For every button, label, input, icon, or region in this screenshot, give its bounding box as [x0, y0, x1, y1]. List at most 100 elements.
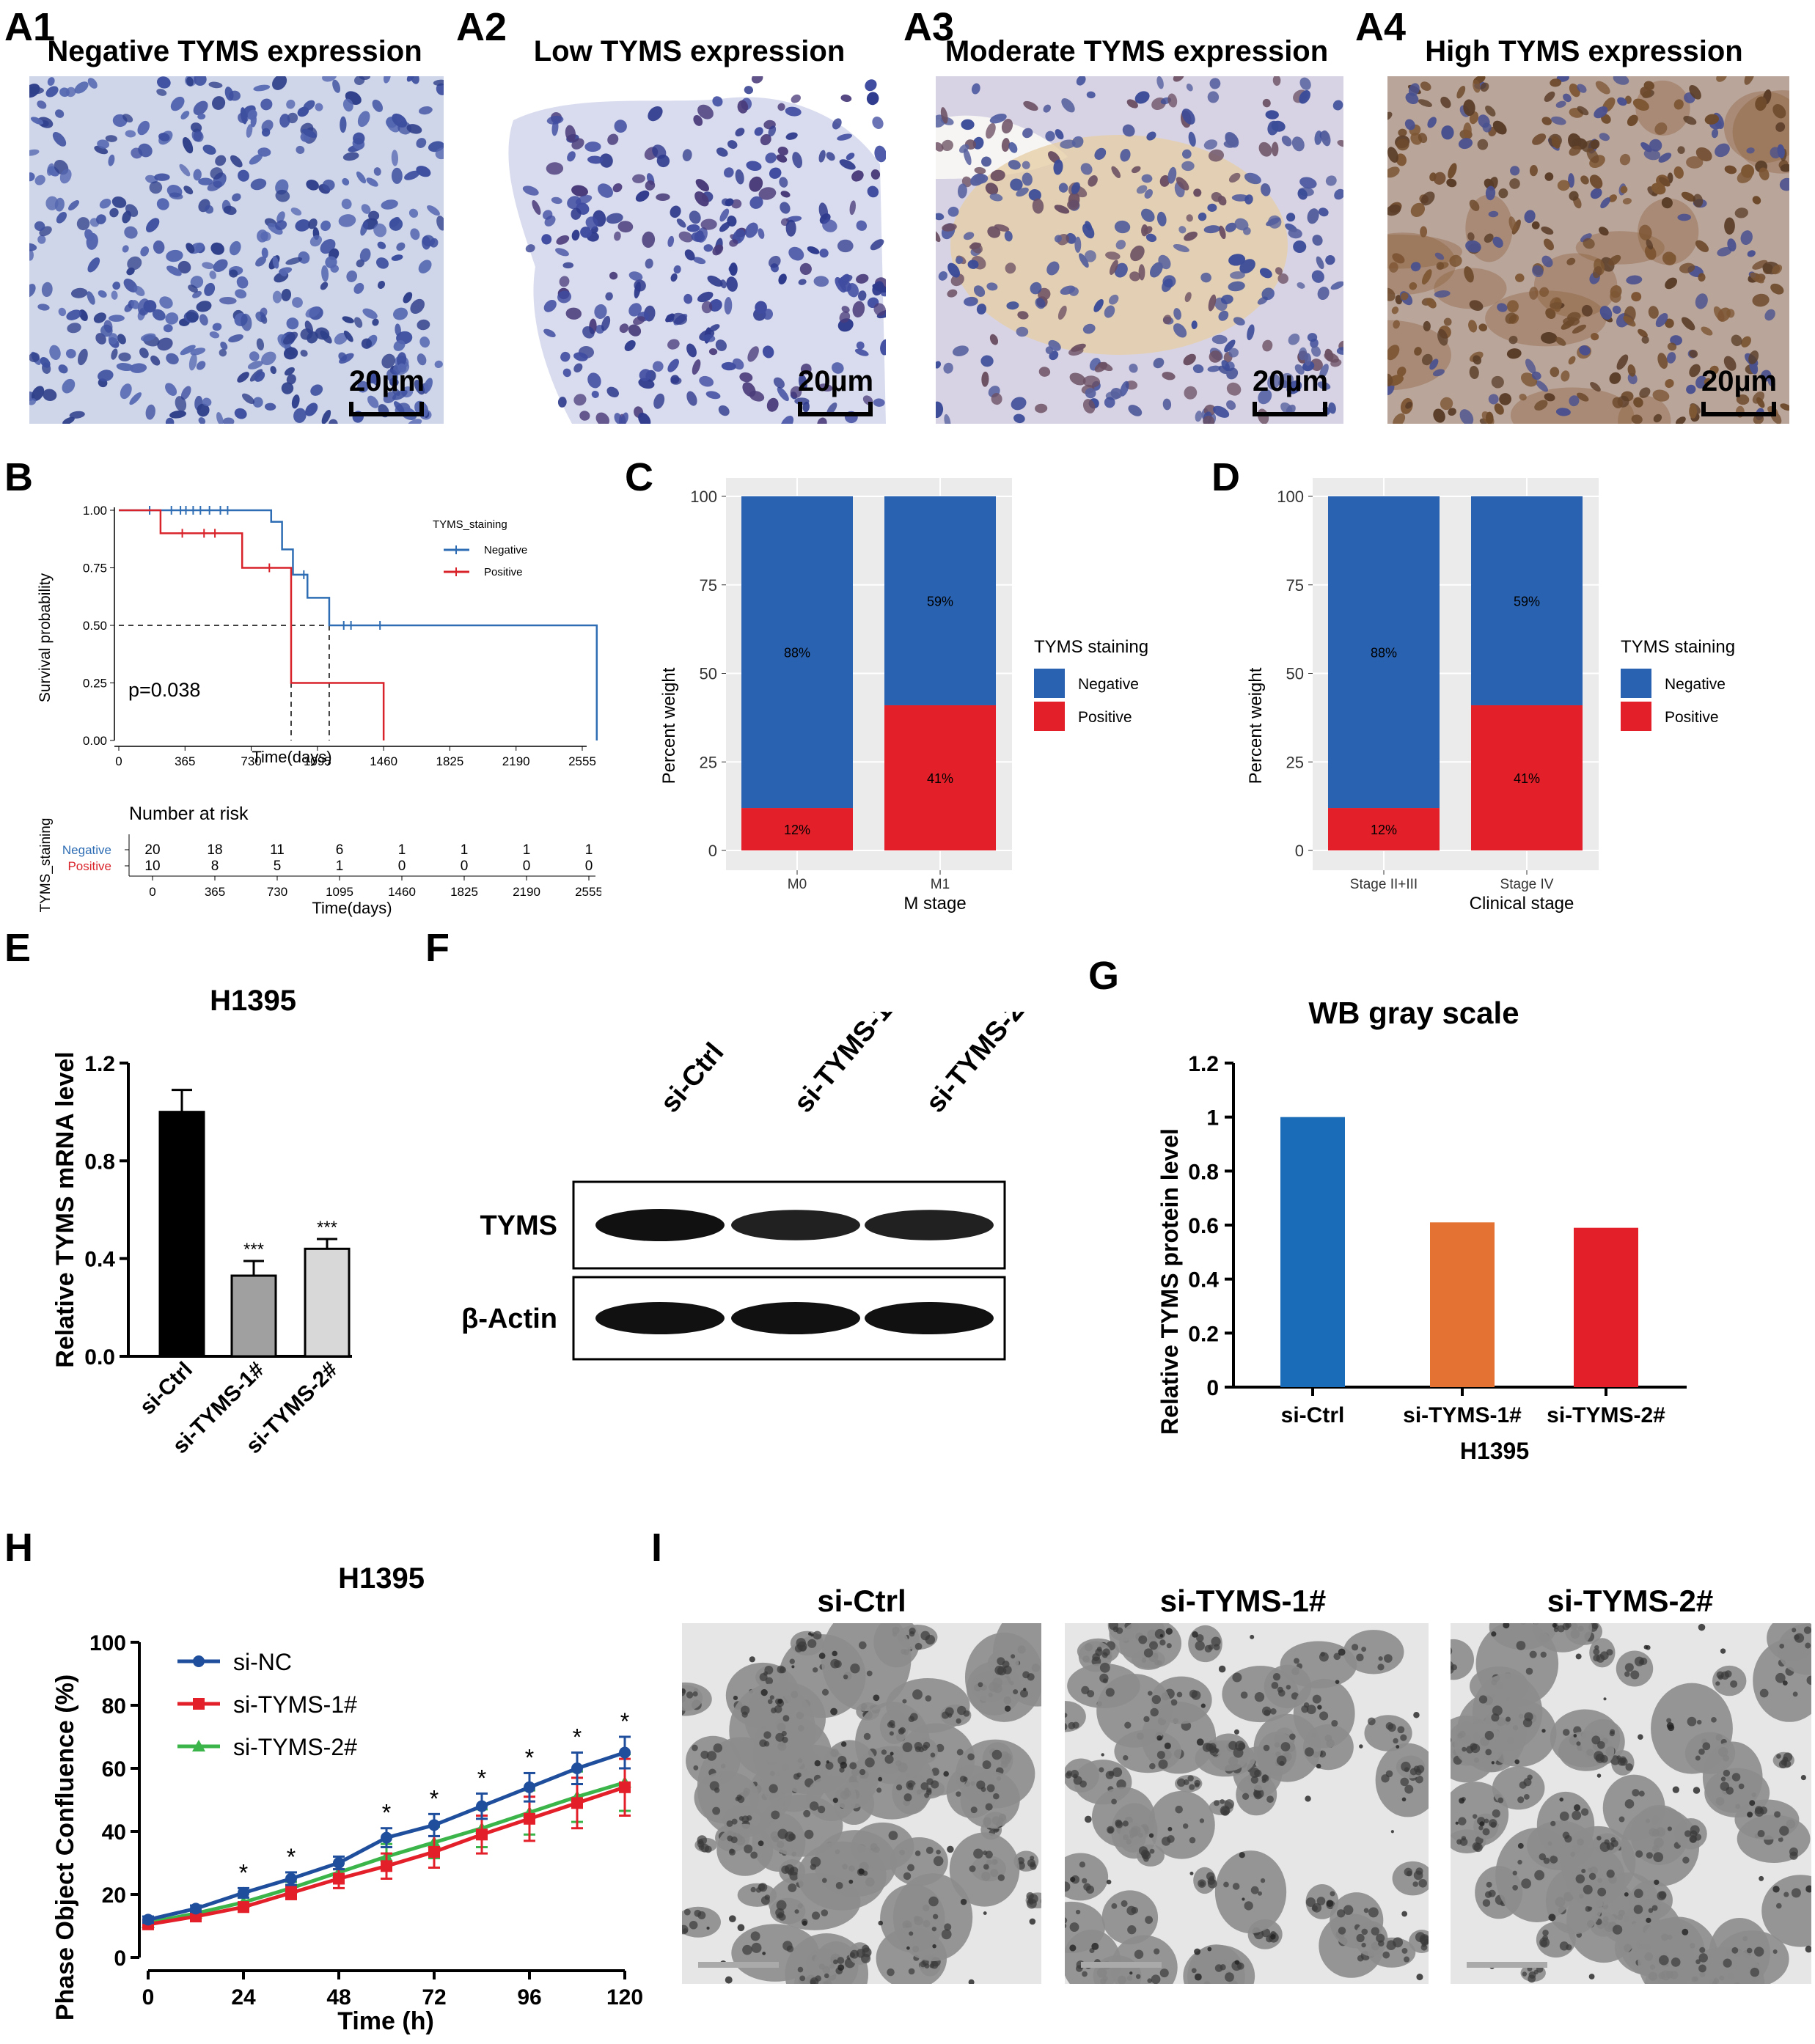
nucleus — [190, 276, 204, 289]
debris-cell — [1106, 1879, 1112, 1885]
km-y-axis-label: Survival probability — [37, 573, 54, 702]
nucleus — [216, 412, 224, 424]
cell — [1731, 1773, 1741, 1782]
cell — [933, 1914, 939, 1919]
nucleus — [366, 177, 378, 187]
a4-scale-text: 20µm — [1701, 365, 1778, 397]
cell — [1151, 1694, 1161, 1705]
km-legend-title: TYMS_staining — [433, 518, 507, 531]
cell — [1783, 1892, 1789, 1897]
nucleus — [427, 205, 440, 216]
cell — [1581, 1869, 1586, 1874]
cell — [1583, 1884, 1593, 1894]
nucleus — [1198, 212, 1207, 221]
nucleus — [49, 345, 61, 360]
nucleus — [408, 208, 419, 218]
nucleus — [156, 198, 169, 210]
cell — [1666, 1718, 1672, 1724]
nucleus — [854, 348, 869, 356]
nucleus — [1581, 304, 1593, 317]
nucleus — [1195, 411, 1203, 422]
cell — [1470, 1743, 1478, 1751]
nucleus — [652, 361, 664, 372]
nucleus — [68, 200, 80, 211]
nucleus — [1420, 191, 1435, 206]
nucleus — [1529, 287, 1539, 300]
risk-count: 0 — [398, 859, 406, 874]
debris-cell — [1101, 1753, 1104, 1757]
cell-cluster — [770, 1897, 806, 1924]
cell — [1220, 1964, 1226, 1971]
nucleus — [852, 301, 865, 317]
nucleus — [342, 316, 354, 323]
nucleus — [332, 79, 341, 93]
cell-cluster — [1715, 1930, 1789, 1984]
debris-cell — [1603, 1697, 1607, 1701]
nucleus — [208, 81, 223, 89]
nucleus — [342, 177, 350, 186]
nucleus — [1577, 392, 1589, 402]
nucleus — [361, 338, 373, 349]
nucleus — [1332, 100, 1343, 111]
nucleus — [1060, 139, 1076, 149]
debris-cell — [1338, 1648, 1346, 1656]
nucleus — [1485, 185, 1496, 201]
debris-cell — [890, 1751, 894, 1756]
nucleus — [1619, 153, 1631, 166]
nucleus — [1159, 174, 1170, 187]
cell — [1116, 1779, 1126, 1790]
nucleus — [957, 183, 967, 199]
cell — [1597, 1887, 1607, 1897]
nucleus — [817, 417, 827, 424]
debris-cell — [1359, 1744, 1363, 1749]
nucleus — [645, 180, 656, 191]
risk-count: 5 — [274, 859, 282, 874]
km-x-tick-label: 2555 — [568, 754, 596, 768]
nucleus — [1469, 199, 1480, 211]
nucleus — [768, 255, 781, 268]
cell — [1684, 1830, 1692, 1837]
cell — [1591, 1623, 1599, 1630]
cell — [1806, 1675, 1811, 1685]
debris-cell — [733, 1695, 738, 1701]
cell — [1653, 1852, 1664, 1862]
cell — [1550, 1820, 1556, 1826]
nucleus — [1736, 394, 1750, 405]
nucleus — [1297, 282, 1305, 289]
cell-cluster — [1065, 1758, 1099, 1793]
cell — [1778, 1837, 1783, 1842]
km-x-axis-label: Time(days) — [252, 748, 331, 766]
cell — [1122, 1820, 1129, 1827]
nucleus — [721, 361, 736, 371]
nucleus — [1054, 205, 1070, 214]
nucleus — [749, 391, 765, 402]
nucleus — [368, 210, 380, 221]
nucleus — [436, 216, 444, 231]
cell — [1757, 1830, 1765, 1838]
h-x-tick-label: 72 — [422, 1985, 446, 2010]
cell — [1211, 1636, 1221, 1647]
nucleus — [165, 383, 177, 396]
cell — [697, 1835, 708, 1845]
nucleus — [819, 249, 829, 258]
nucleus — [1661, 197, 1673, 209]
nucleus — [418, 106, 433, 115]
nucleus — [321, 265, 329, 282]
cell — [1597, 1740, 1605, 1749]
nucleus — [653, 393, 665, 409]
nucleus — [1779, 177, 1789, 191]
nucleus — [1741, 164, 1755, 178]
cell — [1213, 1644, 1220, 1651]
nucleus — [1010, 178, 1023, 191]
nucleus — [1422, 353, 1433, 366]
nucleus — [606, 213, 623, 224]
nucleus — [108, 333, 118, 345]
nucleus — [414, 380, 425, 395]
e-bar — [158, 1111, 205, 1358]
cell — [750, 1886, 756, 1893]
nucleus — [1436, 262, 1445, 271]
nucleus — [754, 127, 763, 136]
cell — [1397, 1726, 1405, 1734]
nucleus — [1209, 78, 1221, 89]
